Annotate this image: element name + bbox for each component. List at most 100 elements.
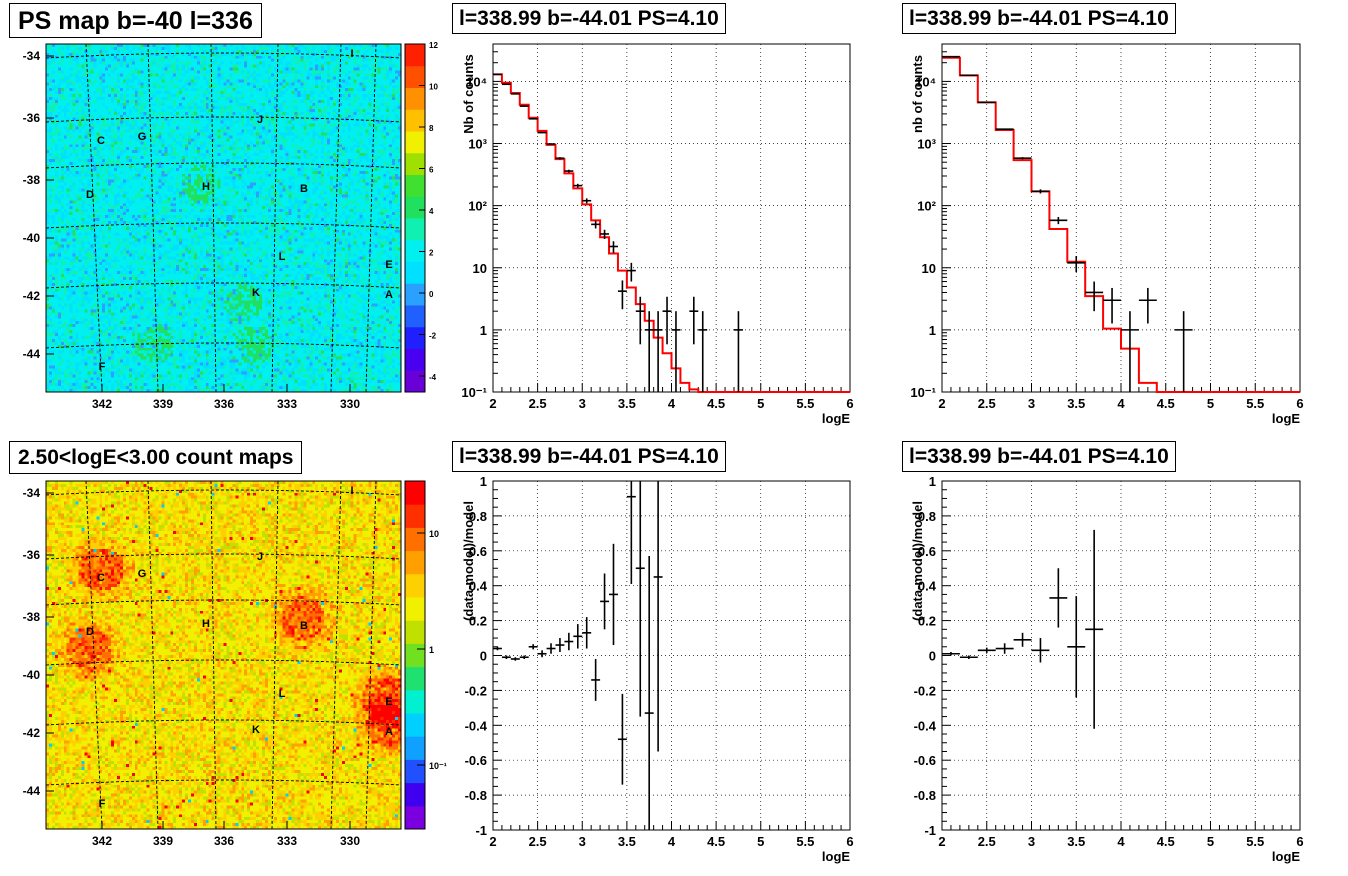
count-map-source-label: J [257, 551, 263, 563]
count-map-colorbar-cell [405, 736, 425, 760]
count-map-lon-line [85, 480, 103, 830]
count-map-colorbar-cell [405, 759, 425, 784]
count-map-source-label: B [300, 620, 308, 632]
residual-2-xtick-label: 3.5 [1067, 834, 1085, 849]
ps-map-colorbar-cell [405, 218, 425, 241]
spectrum-1-ytick-label: 10 [473, 261, 487, 276]
ps-map-ytick: -38 [23, 173, 41, 187]
count-map-source-label: F [99, 798, 106, 810]
ps-map-source-label: C [97, 135, 105, 147]
ps-map-ytick: -34 [23, 49, 41, 63]
count-map-colorbar-cell [405, 620, 425, 644]
count-map-colorbar-cell [405, 805, 425, 830]
count-map-colorbar-cell [405, 713, 425, 737]
spectrum-1-xtick-label: 2 [489, 396, 496, 411]
residual-1-xtick-label: 4 [668, 834, 676, 849]
count-map-colorbar-cell [405, 550, 425, 575]
residual-1-ytick-label: -0.2 [465, 683, 487, 698]
count-map-lat-line [45, 599, 402, 606]
count-map-lat-line [45, 659, 402, 666]
ps-map-colorbar-cell [405, 305, 425, 328]
ps-map-colorbar-cell [405, 87, 425, 110]
spectrum-2-title: l=338.99 b=-44.01 PS=4.10 [902, 3, 1176, 34]
residual-1-ytick-label: 0.4 [469, 579, 488, 594]
ps-map-source-label: H [202, 181, 210, 193]
count-map-xtick: 330 [340, 834, 360, 848]
ps-map-colorbar-cell [405, 44, 425, 67]
ps-map-lon-line [210, 43, 217, 393]
spectrum-1-model-step [493, 73, 850, 393]
count-map-lat-line [45, 779, 402, 786]
count-map-lon-line [330, 480, 342, 830]
spectrum-1-xtick-label: 2.5 [529, 396, 547, 411]
count-map-colorbar-cell [405, 643, 425, 668]
spectrum-2-xlabel: logE [1272, 411, 1300, 426]
ps-map-source-label: L [279, 251, 286, 263]
count-map-colorbar-tick: 10 [429, 529, 439, 539]
ps-map-lat-line [45, 222, 402, 229]
ps-map-lon-line [271, 43, 279, 393]
spectrum-1-xtick-label: 3 [579, 396, 586, 411]
spectrum-2-ylabel: nb of counts [910, 55, 925, 133]
residual-1-ytick-label: 0 [480, 649, 487, 664]
spectrum-2-ytick-label: 10³ [917, 137, 936, 152]
spectrum-2-xtick-label: 2.5 [978, 396, 996, 411]
ps-map-title: PS map b=-40 l=336 [9, 3, 262, 38]
residual-1-area [493, 481, 850, 830]
count-map-lon-line [210, 480, 217, 830]
spectrum-2-xtick-label: 2 [938, 396, 945, 411]
spectrum-1-xtick-label: 4.5 [707, 396, 725, 411]
spectrum-1-xlabel: logE [822, 411, 850, 426]
count-map-lon-line [365, 480, 377, 830]
count-map-source-label: L [279, 688, 286, 700]
spectrum-2-ytick-label: 10 [922, 261, 936, 276]
ps-map-colorbar-cell [405, 370, 425, 393]
residual-2-xtick-label: 5.5 [1246, 834, 1264, 849]
residual-2-xtick-label: 2.5 [978, 834, 996, 849]
residual-2-ytick-label: 1 [929, 474, 936, 489]
ps-map-lat-line [45, 52, 402, 59]
count-map-colorbar-cell [405, 689, 425, 714]
residual-1-xtick-label: 3 [579, 834, 586, 849]
residual-1-xtick-label: 2.5 [529, 834, 547, 849]
spectrum-1-area [493, 44, 850, 392]
spectrum-1-ytick-label: 10⁴ [466, 74, 487, 89]
count-map-ytick: -44 [23, 784, 41, 798]
residual-1-xlabel: logE [822, 849, 850, 864]
ps-map-source-label: G [138, 131, 147, 143]
residual-2-ytick-label: 0.4 [918, 579, 937, 594]
ps-map-source-label: K [252, 287, 260, 299]
ps-map-colorbar-frame [404, 43, 426, 393]
ps-map-colorbar-tick: 10 [429, 83, 438, 92]
spectrum-2-xtick-label: 3.5 [1067, 396, 1085, 411]
count-map-xtick: 342 [92, 834, 112, 848]
count-map-ytick: -38 [23, 610, 41, 624]
count-map-colorbar-cell [405, 504, 425, 528]
count-map-lat-line [45, 489, 402, 496]
ps-map-lon-line [147, 43, 159, 393]
spectrum-1-xtick-label: 4 [668, 396, 676, 411]
ps-map-lat-line [45, 342, 402, 349]
ps-map-colorbar-cell [405, 196, 425, 219]
residual-1-ytick-label: -0.4 [465, 718, 488, 733]
residual-2-title: l=338.99 b=-44.01 PS=4.10 [902, 441, 1176, 472]
count-map-source-label: D [86, 626, 94, 638]
spectrum-2-ytick-label: 10⁴ [915, 74, 936, 89]
ps-map-ytick: -42 [23, 289, 41, 303]
spectrum-1-title: l=338.99 b=-44.01 PS=4.10 [452, 3, 726, 34]
ps-map-source-label: E [385, 259, 392, 271]
ps-map-ytick: -36 [23, 111, 41, 125]
ps-map-colorbar-cell [405, 131, 425, 154]
ps-map-lon-line [85, 43, 103, 393]
spectrum-2-xtick-label: 5 [1207, 396, 1214, 411]
count-map-title: 2.50<logE<3.00 count maps [9, 441, 303, 474]
residual-2-ytick-label: -0.8 [914, 788, 936, 803]
count-map-source-label: K [252, 724, 260, 736]
residual-1-xtick-label: 3.5 [618, 834, 636, 849]
ps-map-colorbar-cell [405, 239, 425, 262]
ps-map-colorbar-cell [405, 109, 425, 132]
ps-map-colorbar-tick: 6 [429, 166, 434, 175]
spectrum-1-xtick-label: 5 [757, 396, 764, 411]
residual-1-ytick-label: 0.2 [469, 614, 487, 629]
